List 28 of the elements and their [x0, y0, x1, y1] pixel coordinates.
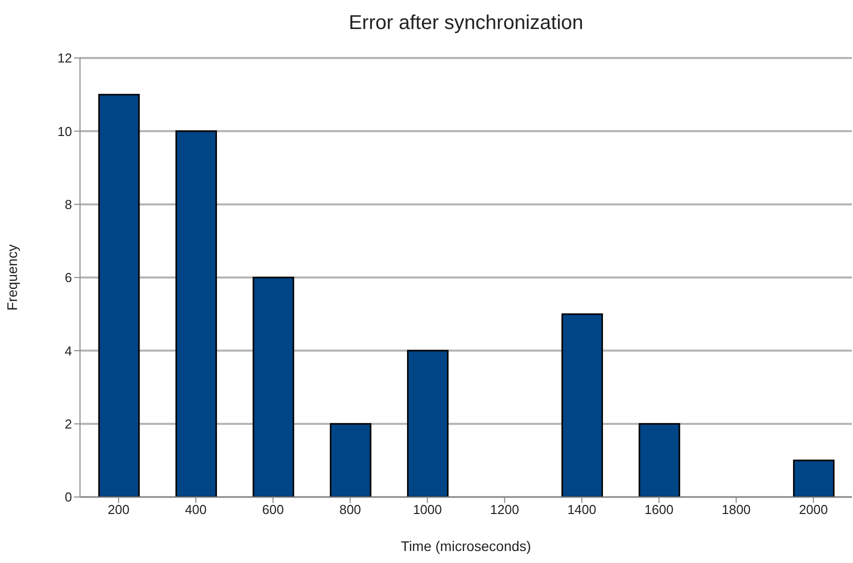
x-tick-label: 1600	[644, 502, 674, 518]
x-tick-label: 1200	[490, 502, 520, 518]
y-tick-label: 0	[64, 490, 72, 505]
bar	[638, 423, 680, 497]
y-tick-label: 10	[58, 124, 72, 139]
y-tick-label: 8	[64, 196, 72, 212]
x-tick-label: 1400	[567, 502, 596, 518]
x-axis-title: Time (microseconds)	[400, 538, 532, 554]
x-tick-label: 200	[108, 502, 130, 518]
y-tick-label: 12	[58, 50, 72, 66]
x-tick-label: 600	[262, 502, 284, 518]
bar	[407, 350, 449, 497]
y-tick-label: 6	[64, 270, 72, 286]
y-tick-label: 4	[64, 343, 72, 358]
bar	[793, 460, 835, 497]
bar	[330, 423, 372, 497]
x-tick-label: 1000	[412, 502, 442, 518]
bar	[98, 94, 140, 497]
bar	[175, 130, 217, 497]
y-tick-label: 2	[64, 416, 72, 432]
x-tick-label: 800	[339, 502, 362, 518]
chart-title: Error after synchronization	[348, 12, 584, 35]
y-axis-title: Frequency	[4, 244, 20, 311]
bar	[252, 276, 294, 497]
x-tick-label: 400	[184, 502, 207, 518]
x-tick-label: 1800	[722, 502, 751, 518]
x-tick-label: 2000	[798, 502, 828, 518]
bar	[561, 313, 603, 497]
